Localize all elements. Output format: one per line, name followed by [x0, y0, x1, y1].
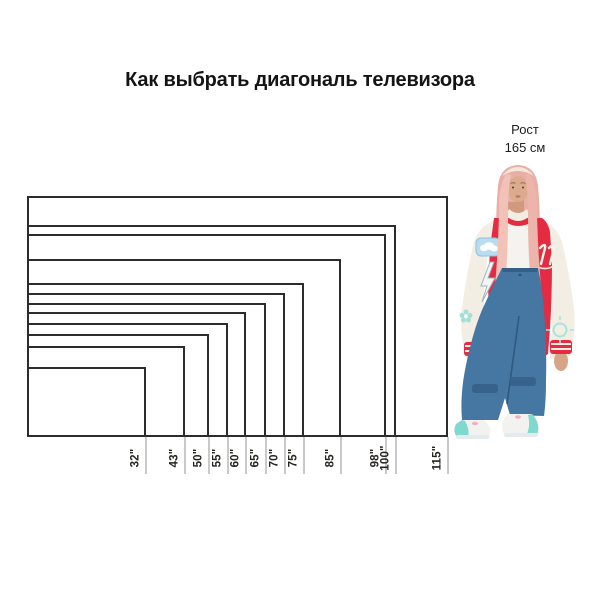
- tv-size-label-98: 98": [369, 448, 382, 467]
- size-tick-70: [284, 437, 286, 474]
- tv-size-label-65: 65": [249, 448, 262, 467]
- person-hair-front: [495, 174, 541, 289]
- tv-size-label-85: 85": [324, 448, 337, 467]
- size-tick-43: [184, 437, 186, 474]
- size-tick-50: [208, 437, 210, 474]
- size-tick-55: [227, 437, 229, 474]
- tv-size-label-50: 50": [192, 448, 205, 467]
- page-title: Как выбрать диагональ телевизора: [125, 69, 475, 92]
- size-tick-32: [145, 437, 147, 474]
- person-right-hand: [554, 351, 568, 371]
- size-tick-115: [447, 437, 449, 474]
- person-height-caption: Рост 165 см: [483, 121, 567, 156]
- size-tick-75: [303, 437, 305, 474]
- person-sneakers: [454, 414, 540, 439]
- person-height-caption-line1: Рост: [511, 122, 539, 137]
- person-tank-top: [504, 222, 534, 273]
- size-tick-85: [340, 437, 342, 474]
- size-tick-65: [265, 437, 267, 474]
- tv-size-label-75: 75": [287, 448, 300, 467]
- tv-size-label-32: 32": [129, 448, 142, 467]
- person-height-caption-line2: 165 см: [504, 139, 546, 155]
- tv-size-label-115: 115": [431, 445, 444, 470]
- tv-size-label-55: 55": [211, 448, 224, 467]
- size-tick-100: [395, 437, 397, 474]
- tv-size-label-60: 60": [229, 448, 242, 467]
- tv-size-label-70: 70": [268, 448, 281, 467]
- person-jeans: [461, 268, 547, 420]
- person-illustration: [454, 165, 575, 439]
- tv-rect-32: [27, 367, 146, 437]
- size-tick-60: [245, 437, 247, 474]
- size-tick-98: [385, 437, 387, 474]
- tv-size-label-43: 43": [168, 448, 181, 467]
